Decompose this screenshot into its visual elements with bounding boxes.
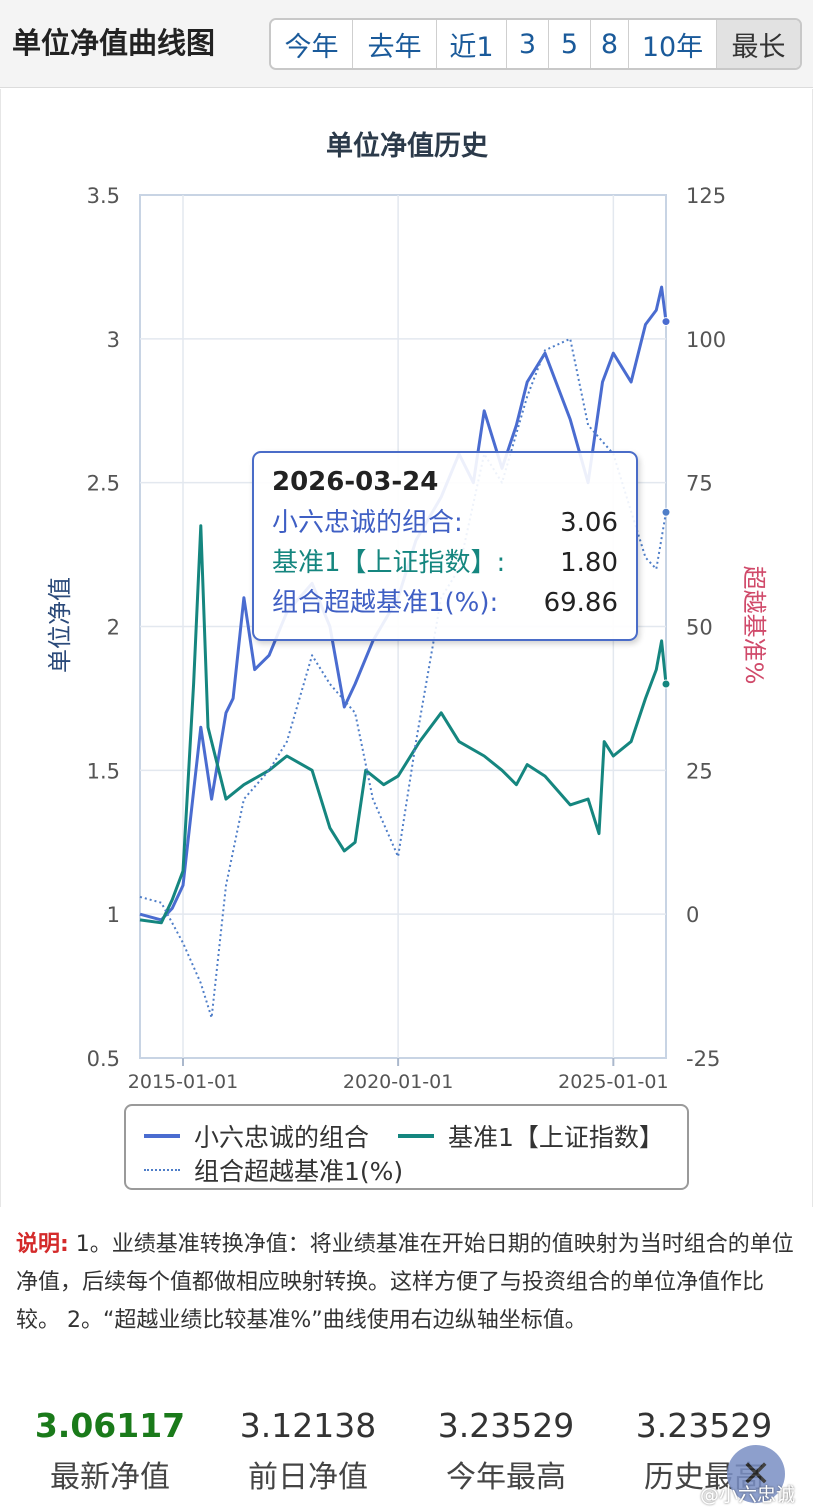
legend-item-excess[interactable]: 组合超越基准1(%) [144,1152,403,1188]
stat-value: 3.06117 [34,1406,186,1445]
legend-item-benchmark[interactable]: 基准1【上证指数】 [398,1118,664,1154]
note-label: 说明: [16,1232,69,1257]
y-tick-label: 0.5 [87,1047,120,1071]
legend-label: 组合超越基准1(%) [194,1157,404,1186]
legend-swatch [398,1134,434,1138]
range-button-3y[interactable]: 3 [507,20,549,68]
page-title: 单位净值曲线图 [12,26,216,60]
series-line-excess [139,337,667,1019]
y2-tick-label: 50 [686,616,713,640]
y2-tick-label: 75 [686,472,713,496]
chart-series [139,285,671,1019]
chart-legend: 小六忠诚的组合 基准1【上证指数】 组合超越基准1(%) [124,1104,689,1190]
tooltip-label: 基准1【上证指数】: [272,548,506,578]
stat-value: 3.23529 [437,1406,575,1445]
y2-tick-label: 125 [686,184,726,208]
y-tick-label: 1.5 [87,759,120,783]
stat-label: 前日净值 [248,1460,368,1495]
range-button-this-year[interactable]: 今年 [271,20,353,68]
range-button-5y[interactable]: 5 [549,20,591,68]
legend-label: 基准1【上证指数】 [448,1123,664,1152]
tooltip-value: 69.86 [543,588,618,618]
range-button-max[interactable]: 最长 [717,20,800,68]
stat-value: 3.23529 [635,1406,773,1445]
stat-value: 3.12138 [239,1406,377,1445]
y-tick-label: 3.5 [87,184,120,208]
chart-tooltip: 2026-03-24 小六忠诚的组合: 3.06 基准1【上证指数】: 1.80… [252,451,638,641]
range-selector: 今年 去年 近1 3 5 8 10年 最长 [269,18,802,70]
header-bar: 单位净值曲线图 今年 去年 近1 3 5 8 10年 最长 [0,0,813,88]
y2-axis-label: 超越基准% [740,566,768,685]
legend-item-portfolio[interactable]: 小六忠诚的组合 [144,1118,369,1154]
y2-tick-label: 100 [686,328,726,352]
range-button-1y[interactable]: 近1 [437,20,507,68]
tooltip-row-portfolio: 小六忠诚的组合: 3.06 [272,503,618,543]
chart-title: 单位净值历史 [326,130,488,162]
y-tick-label: 1 [107,903,120,927]
y2-tick-label: -25 [686,1047,720,1071]
x-tick-label: 2020-01-01 [343,1071,453,1093]
tooltip-label: 组合超越基准1(%): [272,588,499,618]
explanation-note: 说明: 1。业绩基准转换净值：将业绩基准在开始日期的值映射为当时组合的单位净值，… [16,1226,801,1340]
chart-axes: 0.5 1 1.5 2 2.5 3 3.5 -25 0 25 50 75 100 125 2015-01-0… [87,184,727,1093]
x-tick-label: 2015-01-01 [128,1071,238,1093]
y-axis-label: 单位净值 [46,577,74,673]
tooltip-row-excess: 组合超越基准1(%): 69.86 [272,583,618,623]
y2-tick-label: 0 [686,903,699,927]
stat-previous-nav: 3.12138 前日净值 [208,1400,408,1504]
legend-swatch [144,1134,180,1138]
watermark: @小六忠诚 [700,1484,796,1506]
stat-year-high: 3.23529 今年最高 [406,1400,606,1504]
y2-tick-label: 25 [686,759,713,783]
tooltip-date: 2026-03-24 [272,467,439,497]
tooltip-value: 3.06 [560,508,618,538]
y-tick-label: 2.5 [87,472,120,496]
tooltip-label: 小六忠诚的组合: [272,508,463,538]
legend-swatch [144,1169,180,1171]
stat-label: 最新净值 [50,1460,170,1495]
legend-label: 小六忠诚的组合 [194,1123,370,1152]
close-icon[interactable]: ✕ [727,1445,785,1503]
series-line-benchmark [139,524,668,925]
stat-latest-nav: 3.06117 最新净值 [10,1400,210,1504]
range-button-8y[interactable]: 8 [591,20,629,68]
note-text: 1。业绩基准转换净值：将业绩基准在开始日期的值映射为当时组合的单位净值，后续每个… [16,1232,794,1333]
tooltip-row-benchmark: 基准1【上证指数】: 1.80 [272,543,618,583]
y-tick-label: 3 [107,328,120,352]
series-endpoint [661,507,671,517]
series-endpoint [661,317,671,327]
stats-row: 3.06117 最新净值 3.12138 前日净值 3.23529 今年最高 3… [0,1400,813,1512]
range-button-10y[interactable]: 10年 [629,20,717,68]
series-endpoint [661,679,671,689]
x-tick-label: 2025-01-01 [558,1071,668,1093]
tooltip-value: 1.80 [560,548,618,578]
stat-label: 今年最高 [446,1460,566,1495]
y-tick-label: 2 [107,616,120,640]
range-button-last-year[interactable]: 去年 [353,20,437,68]
